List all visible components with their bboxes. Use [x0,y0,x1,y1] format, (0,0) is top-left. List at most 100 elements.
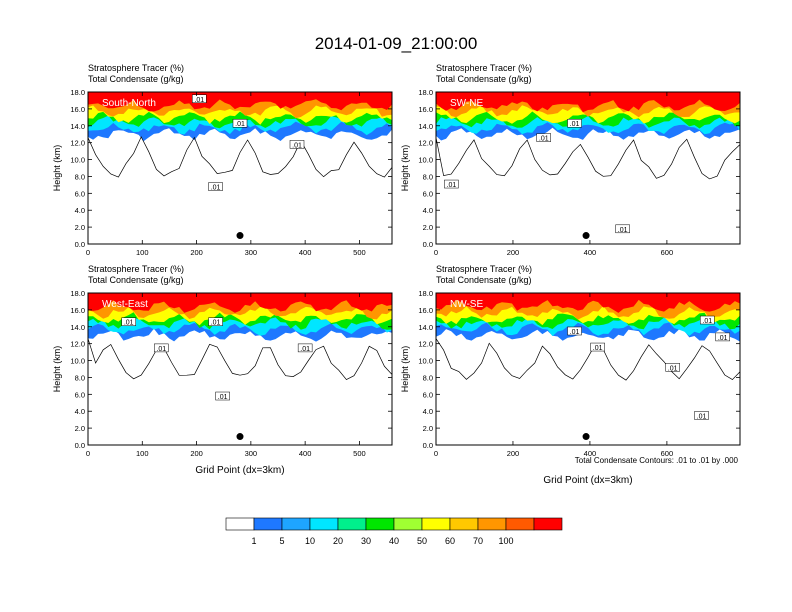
colorbar-swatch [533,517,563,531]
y-tick-label: 2.0 [75,424,85,433]
y-tick-label: 8.0 [75,172,85,181]
colorbar-swatch [449,517,479,531]
panel-title-line2: Total Condensate (g/kg) [88,275,184,285]
panel-title-line1: Stratosphere Tracer (%) [436,63,532,73]
y-tick-label: 0.0 [75,240,85,249]
plot-frame [87,292,393,446]
location-marker [582,232,590,240]
y-tick-label: 14.0 [418,122,433,131]
colorbar-swatch [505,517,535,531]
x-tick-label: 600 [661,449,674,458]
location-marker [582,433,590,441]
y-tick-label: 8.0 [423,172,433,181]
colorbar-swatch [477,517,507,531]
contour-label-box [208,317,223,326]
panel-label: SW-NE [450,98,483,109]
x-tick-label: 400 [299,449,312,458]
plot-frame [87,91,393,245]
contour-label: .01 [211,185,221,192]
y-tick-label: 4.0 [423,407,433,416]
contour-label-box [715,332,730,342]
x-tick-label: 100 [136,248,149,257]
contour-label: .01 [539,136,549,143]
colorbar-swatch [309,517,339,531]
tracer-field: .01 .01 .01 .01 [436,92,740,244]
condensate-contour [436,137,740,180]
x-tick-label: 0 [434,248,438,257]
contour-label-box [567,326,582,336]
contour-note: Total Condensate Contours: .01 to .01 by… [575,456,739,465]
contour-label: .01 [697,413,707,420]
x-tick-label: 200 [190,248,203,257]
contour-label: .01 [718,335,728,342]
x-tick-label: 500 [353,248,366,257]
x-tick-label: 400 [584,449,597,458]
y-tick-label: 14.0 [70,122,85,131]
panel-title-line1: Stratosphere Tracer (%) [436,264,532,274]
x-tick-label: 600 [661,248,674,257]
y-tick-label: 10.0 [70,156,85,165]
colorbar-label: 100 [498,536,513,546]
contour-label: .01 [570,329,580,336]
contour-label-box [694,411,709,420]
x-tick-label: 500 [353,449,366,458]
y-tick-label: 0.0 [75,441,85,450]
colorbar-label: 5 [279,536,284,546]
contour-label: .01 [194,97,204,104]
x-tick-label: 300 [245,248,258,257]
y-tick-label: 16.0 [418,306,433,315]
x-tick-label: 0 [86,449,90,458]
panel-title-line1: Stratosphere Tracer (%) [88,264,184,274]
y-tick-label: 2.0 [423,424,433,433]
x-tick-label: 100 [136,449,149,458]
contour-label-box [615,224,630,234]
contour-label: .01 [124,320,134,327]
y-tick-label: 6.0 [75,390,85,399]
panel-title-line1: Stratosphere Tracer (%) [88,63,184,73]
y-tick-label: 4.0 [75,206,85,215]
x-axis-label: Grid Point (dx=3km) [543,475,632,486]
y-tick-label: 0.0 [423,441,433,450]
panel-nw-se: .01 .01 .01 .01 .01 .01 NW-SE Stratosphere Trac… [400,264,741,486]
x-tick-label: 0 [434,449,438,458]
contour-label: .01 [292,142,302,149]
y-tick-label: 12.0 [70,340,85,349]
y-tick-label: 6.0 [423,189,433,198]
contour-label-box [215,391,230,401]
contour-label: .01 [570,121,580,128]
contour-label: .01 [218,394,228,401]
figure-title: 2014-01-09_21:00:00 [315,34,478,53]
colorbar: 1 5 10 20 30 40 50 60 70 100 [225,517,563,546]
colorbar-label: 10 [305,536,315,546]
y-tick-label: 10.0 [70,357,85,366]
panel-title-line2: Total Condensate (g/kg) [436,74,532,84]
y-tick-label: 2.0 [75,223,85,232]
contour-label-box [232,118,248,128]
colorbar-label: 50 [417,536,427,546]
colorbar-label: 20 [333,536,343,546]
y-tick-label: 12.0 [70,139,85,148]
x-tick-label: 200 [190,449,203,458]
plot-frame [435,292,741,446]
x-tick-label: 0 [86,248,90,257]
contour-label-box [208,182,223,191]
colorbar-swatch [337,517,367,531]
y-axis-label: Height (km) [400,145,410,192]
contour-label: .01 [618,227,628,234]
colorbar-label: 60 [445,536,455,546]
tracer-field: .01 .01 .01 .01 .01 [88,293,392,445]
y-tick-label: 14.0 [418,323,433,332]
y-tick-label: 18.0 [418,289,433,298]
contour-label-box [567,118,582,128]
x-axis-label: Grid Point (dx=3km) [195,465,284,476]
x-tick-label: 200 [507,248,520,257]
contour-label-box [536,133,551,142]
tracer-field: .01 .01 .01 .01 .01 .01 [436,293,740,445]
y-tick-label: 18.0 [70,88,85,97]
contour-label: .01 [235,121,245,128]
condensate-contour [88,338,392,381]
y-tick-label: 2.0 [423,223,433,232]
y-tick-label: 6.0 [75,189,85,198]
y-tick-label: 10.0 [418,357,433,366]
